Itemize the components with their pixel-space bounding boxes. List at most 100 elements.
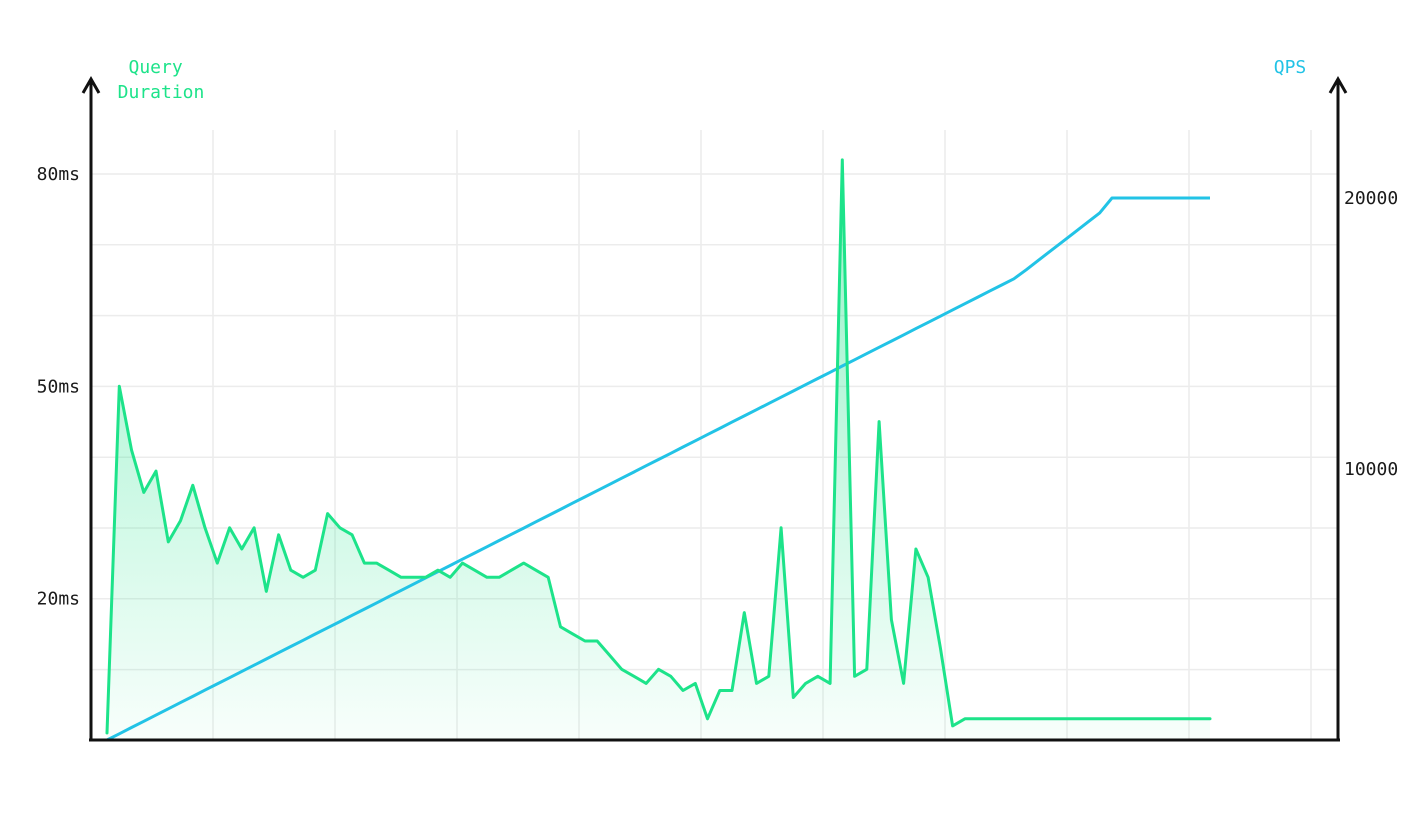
query-duration-point [988, 717, 991, 720]
query-duration-point [620, 668, 623, 671]
qps-point [645, 464, 648, 467]
query-duration-point [130, 448, 133, 451]
query-duration-point [1098, 717, 1101, 720]
query-duration-point [1184, 717, 1187, 720]
query-duration-point [1196, 717, 1199, 720]
query-duration-point [1209, 717, 1212, 720]
query-duration-point [792, 696, 795, 699]
query-duration-point [240, 548, 243, 551]
query-duration-point [400, 576, 403, 579]
query-duration-point [363, 562, 366, 565]
query-duration-point [522, 562, 525, 565]
query-duration-point [853, 675, 856, 678]
qps-point [890, 340, 893, 343]
qps-point [780, 396, 783, 399]
qps-point [755, 408, 758, 411]
query-duration-point [204, 526, 207, 529]
qps-point [743, 414, 746, 417]
query-duration-point [584, 640, 587, 643]
query-duration-point [534, 569, 537, 572]
query-duration-point [387, 569, 390, 572]
query-duration-point [816, 675, 819, 678]
query-duration-point [731, 689, 734, 692]
query-duration-point [1147, 717, 1150, 720]
query-duration-point [829, 682, 832, 685]
qps-point [191, 695, 194, 698]
qps-point [1049, 249, 1052, 252]
query-duration-point [596, 640, 599, 643]
query-duration-point [743, 611, 746, 614]
qps-point [914, 327, 917, 330]
qps-point [694, 439, 697, 442]
query-duration-point [841, 158, 844, 161]
qps-point [1037, 259, 1040, 262]
query-duration-point [277, 533, 280, 536]
qps-point [669, 452, 672, 455]
qps-point [841, 365, 844, 368]
qps-point [559, 508, 562, 511]
qps-line [106, 196, 1210, 742]
qps-point [534, 520, 537, 523]
query-duration-area [107, 159, 1210, 740]
query-duration-point [1086, 717, 1089, 720]
qps-point [277, 651, 280, 654]
qps-point [878, 346, 881, 349]
query-duration-point [633, 675, 636, 678]
right-tick-label: 20000 [1344, 188, 1398, 209]
qps-point [130, 726, 133, 729]
right-axis-arrow [1328, 75, 1348, 94]
qps-point [167, 707, 170, 710]
right-axis-title: QPS [1274, 57, 1307, 78]
query-duration-point [694, 682, 697, 685]
qps-point [485, 545, 488, 548]
query-duration-point [375, 562, 378, 565]
left-axis-ticks: 20ms 50ms 80ms [37, 164, 80, 610]
qps-point [314, 633, 317, 636]
qps-point [179, 701, 182, 704]
query-duration-point [669, 675, 672, 678]
qps-point [718, 427, 721, 430]
qps-point [927, 321, 930, 324]
qps-point [1025, 268, 1028, 271]
qps-point [289, 645, 292, 648]
query-duration-point [265, 590, 268, 593]
qps-point [1086, 221, 1089, 224]
query-duration-point [890, 618, 893, 621]
query-duration-point [914, 548, 917, 551]
qps-point [865, 352, 868, 355]
qps-point [412, 583, 415, 586]
qps-point [767, 402, 770, 405]
query-duration-point [963, 717, 966, 720]
qps-point [1196, 197, 1199, 200]
qps-point [792, 390, 795, 393]
qps-point [375, 601, 378, 604]
qps-point [240, 670, 243, 673]
query-duration-point [510, 569, 513, 572]
qps-point [1184, 197, 1187, 200]
qps-point [510, 533, 513, 536]
query-duration-point [767, 675, 770, 678]
axes [81, 75, 1348, 742]
left-tick-label: 80ms [37, 164, 80, 185]
qps-point [461, 558, 464, 561]
query-duration-point [179, 519, 182, 522]
query-duration-point [473, 569, 476, 572]
qps-point [1000, 284, 1003, 287]
query-duration-point [1025, 717, 1028, 720]
qps-point [804, 383, 807, 386]
query-duration-point [1000, 717, 1003, 720]
query-duration-point [338, 526, 341, 529]
query-duration-point [755, 682, 758, 685]
query-duration-point [1160, 717, 1163, 720]
query-duration-point [1049, 717, 1052, 720]
qps-point [633, 471, 636, 474]
qps-point [473, 552, 476, 555]
query-duration-point [155, 470, 158, 473]
query-duration-point [461, 562, 464, 565]
query-duration-point [1172, 717, 1175, 720]
left-axis-arrow [81, 75, 101, 94]
qps-point [682, 446, 685, 449]
query-duration-point [718, 689, 721, 692]
qps-point [829, 371, 832, 374]
qps-point [706, 433, 709, 436]
